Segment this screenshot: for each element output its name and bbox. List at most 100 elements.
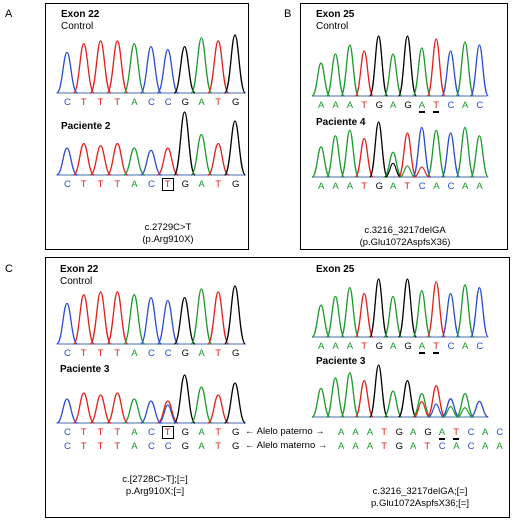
trace-peak <box>426 129 446 178</box>
trace-peak <box>156 299 179 345</box>
panel-b-mutation-protein: (p.Glu1072AspfsX36) <box>359 237 451 248</box>
panel-c-letter: C <box>5 263 13 275</box>
base-call: T <box>381 427 387 438</box>
base-call: G <box>424 427 432 438</box>
base-call: A <box>332 100 339 111</box>
trace-peak <box>173 45 196 94</box>
trace-peak <box>223 285 247 345</box>
trace-peak <box>340 287 360 338</box>
trace-peak <box>455 284 475 338</box>
trace-peak <box>455 41 475 97</box>
base-call: C <box>467 441 475 452</box>
trace-peak <box>207 394 229 424</box>
base-call: G <box>232 179 240 190</box>
base-call: C <box>438 441 446 452</box>
base-call: C <box>447 100 455 111</box>
panel-c-right-patient-label: Paciente 3 <box>316 356 366 367</box>
trace-peak <box>106 40 129 94</box>
base-call: G <box>395 427 403 438</box>
base-call: C <box>64 179 71 190</box>
trace-peak <box>311 146 331 178</box>
base-call: A <box>366 441 374 452</box>
base-call: A <box>433 181 440 192</box>
trace-peak <box>340 372 360 418</box>
base-call: T <box>80 427 87 438</box>
trace-peak <box>441 132 461 178</box>
trace-peak <box>383 151 403 178</box>
trace-peak <box>106 392 129 424</box>
base-call: T <box>361 341 367 352</box>
base-call: G <box>395 441 403 452</box>
base-call: C <box>64 97 71 108</box>
base-call: C <box>447 341 455 352</box>
base-call: A <box>198 427 205 438</box>
trace-peak <box>157 400 179 424</box>
trace-peak <box>340 44 360 97</box>
base-call: T <box>114 97 121 108</box>
trace-peak <box>426 281 446 338</box>
base-call: C <box>148 427 155 438</box>
base-call: G <box>404 100 412 111</box>
base-call: A <box>198 179 205 190</box>
base-call: T <box>361 181 367 192</box>
base-call: A <box>131 348 138 359</box>
trace-peak <box>354 292 374 338</box>
base-call: G <box>181 427 189 438</box>
base-call: T <box>80 97 87 108</box>
trace-peak <box>55 302 79 345</box>
trace-secondary-peak <box>158 404 178 424</box>
base-call: A <box>482 427 489 438</box>
maternal-allele-text: Alelo materno <box>256 440 316 451</box>
trace-peak <box>173 111 196 176</box>
panel-a-letter: A <box>5 8 13 20</box>
base-call: C <box>476 341 484 352</box>
base-call: A <box>352 441 359 452</box>
trace-peak <box>73 142 95 176</box>
trace-peak <box>340 129 360 178</box>
base-call: C <box>467 427 475 438</box>
trace-secondary-peak <box>399 165 416 178</box>
base-call: A <box>462 341 469 352</box>
base-call: G <box>181 441 189 452</box>
base-call: T <box>97 427 104 438</box>
trace-peak <box>223 120 247 176</box>
base-call: A <box>453 441 460 452</box>
trace-peak <box>106 291 129 345</box>
trace-peak <box>469 287 489 338</box>
trace-peak <box>383 390 403 418</box>
base-call: A <box>390 100 397 111</box>
base-call: A <box>438 427 446 440</box>
base-call: A <box>410 427 417 438</box>
base-call: T <box>114 348 121 359</box>
paternal-allele-label: ← Alelo paterno → <box>245 426 325 437</box>
base-call: T <box>161 426 174 439</box>
panel-c-right-mutation-protein: p.Glu1072AspfsX36;[=] <box>371 498 469 509</box>
base-call: T <box>424 441 431 452</box>
trace-peak <box>412 126 432 178</box>
base-call: A <box>318 100 325 111</box>
trace-peak <box>223 34 247 94</box>
base-call: G <box>375 181 383 192</box>
base-call: A <box>198 441 205 452</box>
trace-peak <box>89 40 112 94</box>
base-call: A <box>318 181 325 192</box>
trace-peak <box>469 135 489 178</box>
base-call: T <box>80 441 87 452</box>
trace-secondary-peak <box>456 407 474 418</box>
trace-peak <box>190 386 213 424</box>
base-call: A <box>332 181 339 192</box>
maternal-allele-label: ← Alelo materno → <box>245 440 327 451</box>
base-call: C <box>476 100 484 111</box>
base-call: A <box>198 348 205 359</box>
base-call: C <box>164 97 172 108</box>
base-call: G <box>232 348 240 359</box>
base-call: A <box>482 441 489 452</box>
trace-peak <box>354 379 374 418</box>
trace-peak <box>426 385 446 418</box>
trace-peak <box>89 291 112 345</box>
base-call: C <box>148 179 155 190</box>
trace-peak <box>311 62 331 97</box>
trace-peak <box>72 43 95 94</box>
panel-c-left-patient-label: Paciente 3 <box>60 364 110 375</box>
panel-b-frame <box>300 3 508 250</box>
